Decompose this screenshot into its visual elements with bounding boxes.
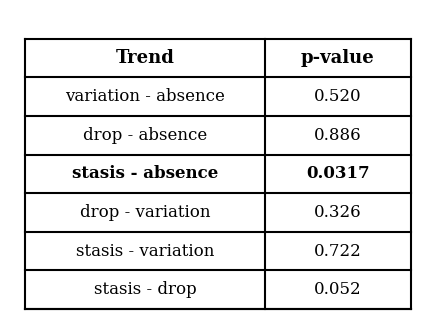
Text: p-value: p-value <box>301 49 375 67</box>
Text: 0.0317: 0.0317 <box>306 166 370 182</box>
Text: variation - absence: variation - absence <box>65 88 225 105</box>
Text: 0.886: 0.886 <box>314 127 362 144</box>
Text: stasis - variation: stasis - variation <box>76 243 214 260</box>
Text: stasis - drop: stasis - drop <box>94 281 196 298</box>
Text: 0.326: 0.326 <box>314 204 362 221</box>
Text: Trend: Trend <box>116 49 175 67</box>
Text: drop - variation: drop - variation <box>80 204 210 221</box>
Text: 0.520: 0.520 <box>314 88 362 105</box>
Text: 0.722: 0.722 <box>314 243 362 260</box>
Text: drop - absence: drop - absence <box>83 127 207 144</box>
Text: stasis - absence: stasis - absence <box>72 166 218 182</box>
Text: 0.052: 0.052 <box>314 281 362 298</box>
